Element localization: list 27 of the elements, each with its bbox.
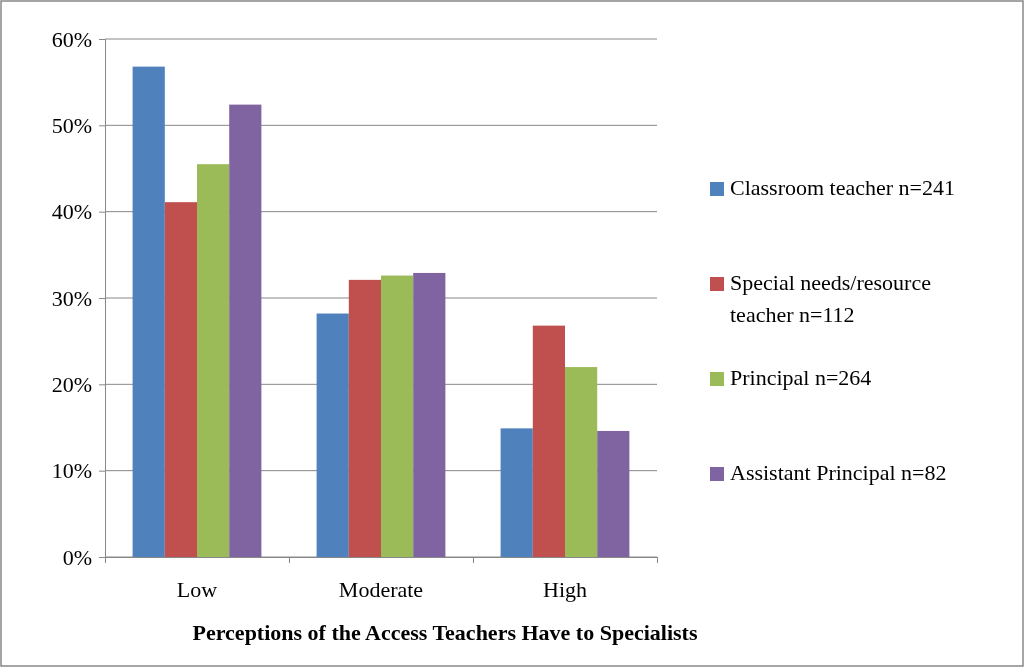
legend-label: Principal n=264 [730, 365, 872, 390]
y-tick-label: 20% [51, 371, 92, 397]
legend-label: Assistant Principal n=82 [730, 460, 947, 485]
bar [532, 325, 565, 557]
y-tick-label: 10% [51, 458, 92, 484]
x-tick-label: Moderate [338, 577, 424, 602]
legend-label: Classroom teacher n=241 [730, 175, 956, 200]
bar [500, 428, 533, 557]
y-tick-label: 50% [51, 112, 92, 138]
bar [197, 164, 230, 557]
bar [413, 272, 446, 557]
bar [597, 430, 630, 557]
bar [348, 279, 381, 557]
bar [381, 275, 414, 557]
bar [316, 313, 349, 557]
bar [132, 66, 165, 557]
x-tick-label: Low [176, 577, 218, 602]
x-axis-title: Perceptions of the Access Teachers Have to Specialists [192, 620, 698, 645]
y-tick-label: 0% [62, 544, 92, 570]
x-tick-label: High [543, 577, 587, 602]
y-tick-label: 30% [51, 285, 92, 311]
legend-label: Special needs/resource teacher n=112 [730, 270, 931, 327]
bar [229, 104, 262, 557]
y-tick-label: 60% [51, 26, 92, 52]
bar [565, 367, 598, 557]
y-tick-label: 40% [51, 199, 92, 225]
bar [164, 202, 197, 557]
